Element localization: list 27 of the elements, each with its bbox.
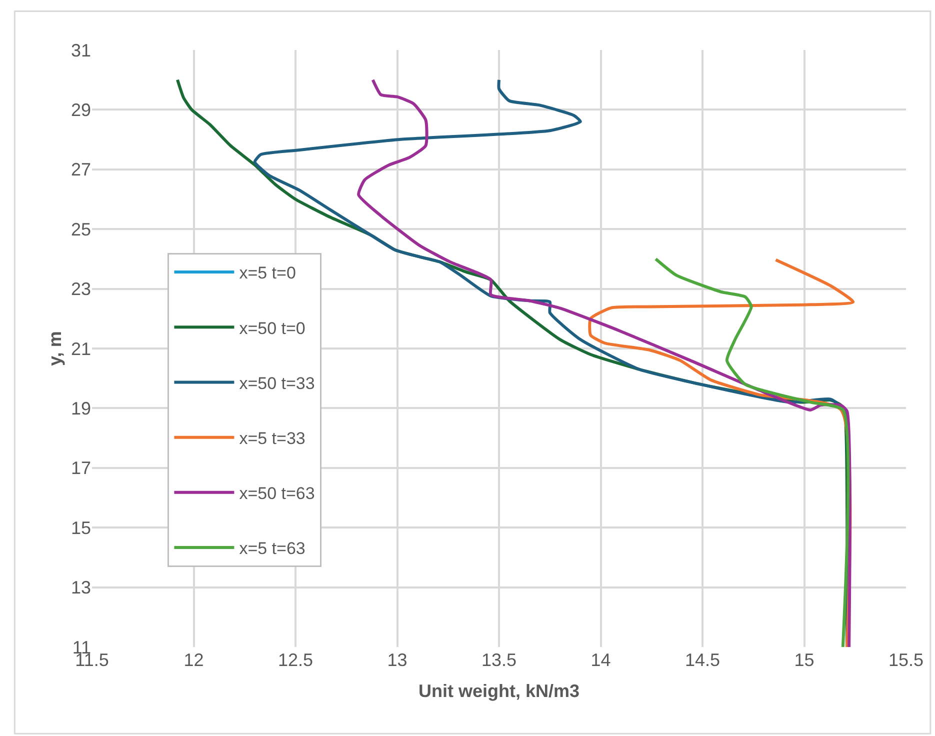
y-tick-label: 27: [70, 160, 91, 180]
y-tick-label: 15: [70, 518, 91, 538]
x-tick-label: 14.5: [684, 650, 720, 670]
x-tick-label: 12: [184, 650, 204, 670]
x-tick-label: 12.5: [278, 650, 314, 670]
x-axis-title: Unit weight, kN/m3: [418, 681, 580, 702]
legend-label: x=5 t=63: [239, 539, 306, 558]
line-series: [357, 78, 852, 647]
x-tick-label: 15: [794, 650, 814, 670]
y-tick-label: 13: [70, 578, 91, 598]
y-tick-label: 29: [70, 100, 91, 120]
legend-label: x=50 t=63: [239, 484, 315, 504]
x-tick-label: 15.5: [888, 650, 924, 670]
y-tick-label: 31: [70, 40, 91, 60]
x-tick-label: 14: [590, 650, 611, 670]
x-tick-label: 13.5: [481, 650, 517, 670]
y-axis-title: y, m: [45, 331, 66, 366]
y-tick-label: 17: [70, 458, 91, 478]
y-tick-label: 19: [70, 398, 91, 418]
x-tick-label: 13: [387, 650, 408, 670]
y-tick-label: 23: [70, 279, 91, 300]
legend-label: x=50 t=0: [239, 318, 306, 338]
legend-label: x=50 t=33: [239, 374, 315, 393]
y-tick-label: 21: [70, 338, 91, 359]
y-tick-label: 25: [70, 219, 91, 240]
legend-label: x=5 t=33: [239, 428, 306, 448]
legend-label: x=5 t=0: [239, 264, 296, 283]
